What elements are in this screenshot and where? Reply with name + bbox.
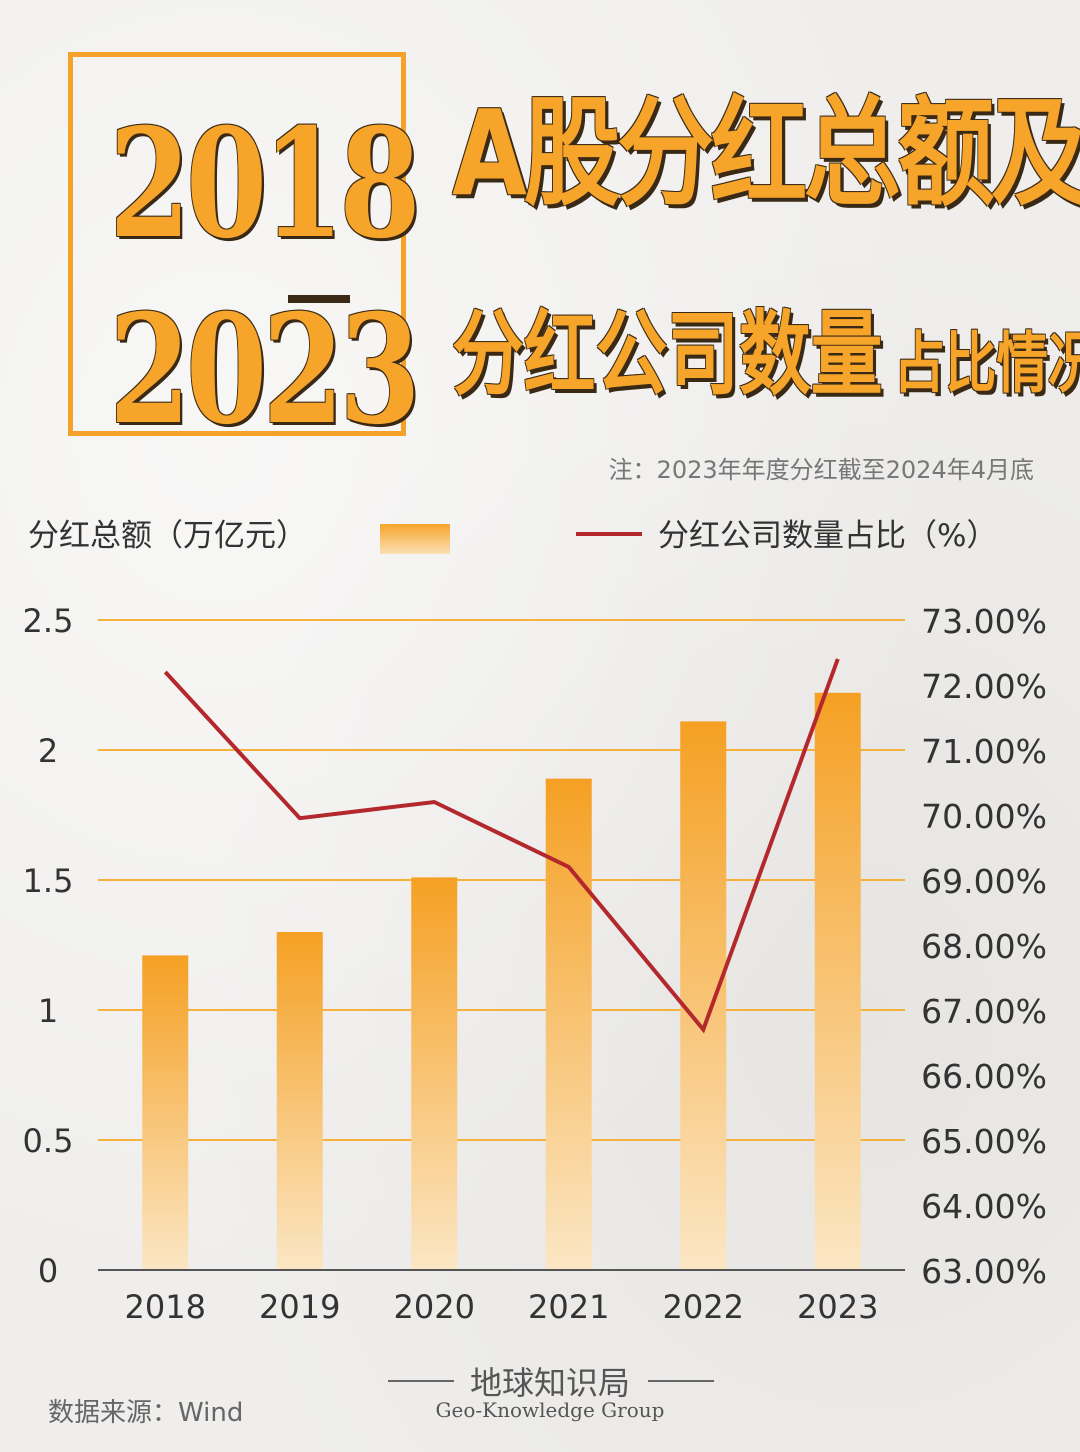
bar bbox=[680, 721, 727, 1270]
y-right-tick-label: 66.00% bbox=[921, 1057, 1047, 1096]
y-right-tick-label: 67.00% bbox=[921, 992, 1047, 1031]
x-tick-label: 2021 bbox=[528, 1288, 609, 1326]
line-series bbox=[163, 658, 840, 1034]
title-line-1: A股分红总额及 bbox=[452, 84, 1080, 222]
legend-bar-label: 分红总额（万亿元） bbox=[28, 518, 307, 554]
title-line-2-main: 分红公司数量 bbox=[452, 301, 883, 408]
axes: 0 0.5 1 1.5 2 2.5 63.00% 64.00% 65.00% 66.00% 67.0… bbox=[23, 602, 1047, 1326]
x-tick-label: 2019 bbox=[259, 1288, 340, 1326]
y-right-tick-label: 73.00% bbox=[921, 602, 1047, 641]
y-right-tick-label: 68.00% bbox=[921, 927, 1047, 966]
y-right-tick-label: 63.00% bbox=[921, 1252, 1047, 1291]
y-left-tick-label: 2 bbox=[38, 732, 58, 770]
grid-lines bbox=[98, 619, 905, 1141]
year-range-box: 2018 2023 bbox=[68, 52, 421, 445]
brand-english: Geo-Knowledge Group bbox=[435, 1398, 665, 1422]
y-right-tick-label: 64.00% bbox=[921, 1187, 1047, 1226]
y-right-tick-label: 71.00% bbox=[921, 732, 1047, 771]
x-tick-label: 2023 bbox=[797, 1288, 878, 1326]
legend-bar-swatch bbox=[380, 524, 450, 554]
bar bbox=[142, 955, 189, 1270]
legend-line-swatch bbox=[576, 532, 642, 536]
y-right-tick-label: 72.00% bbox=[921, 667, 1047, 706]
series-line bbox=[163, 658, 840, 1034]
y-left-tick-label: 2.5 bbox=[23, 602, 74, 640]
x-tick-label: 2018 bbox=[125, 1288, 206, 1326]
x-tick-label: 2022 bbox=[663, 1288, 744, 1326]
bar bbox=[814, 692, 861, 1270]
data-source: 数据来源：Wind bbox=[48, 1398, 244, 1428]
y-right-tick-label: 70.00% bbox=[921, 797, 1047, 836]
title-line-2-small: 占比情况 bbox=[893, 325, 1080, 402]
legend-line-label: 分红公司数量占比（%） bbox=[658, 518, 998, 554]
title-line-2: 分红公司数量 占比情况 bbox=[452, 300, 1080, 419]
bar bbox=[276, 932, 323, 1270]
brand-rule-right bbox=[648, 1380, 714, 1382]
bar bbox=[545, 778, 592, 1270]
brand-name: 地球知识局 bbox=[469, 1364, 630, 1402]
y-left-tick-label: 0.5 bbox=[23, 1122, 74, 1160]
year-dash bbox=[288, 295, 350, 303]
y-left-tick-label: 1 bbox=[38, 992, 58, 1030]
y-right-tick-label: 65.00% bbox=[921, 1122, 1047, 1161]
bar bbox=[411, 877, 458, 1270]
x-tick-label: 2020 bbox=[394, 1288, 475, 1326]
bar-series bbox=[142, 692, 861, 1270]
footnote: 注：2023年年度分红截至2024年4月底 bbox=[608, 456, 1034, 484]
y-left-tick-label: 1.5 bbox=[23, 862, 74, 900]
y-right-tick-label: 69.00% bbox=[921, 862, 1047, 901]
brand-rule-left bbox=[388, 1380, 454, 1382]
y-left-tick-label: 0 bbox=[38, 1252, 58, 1290]
